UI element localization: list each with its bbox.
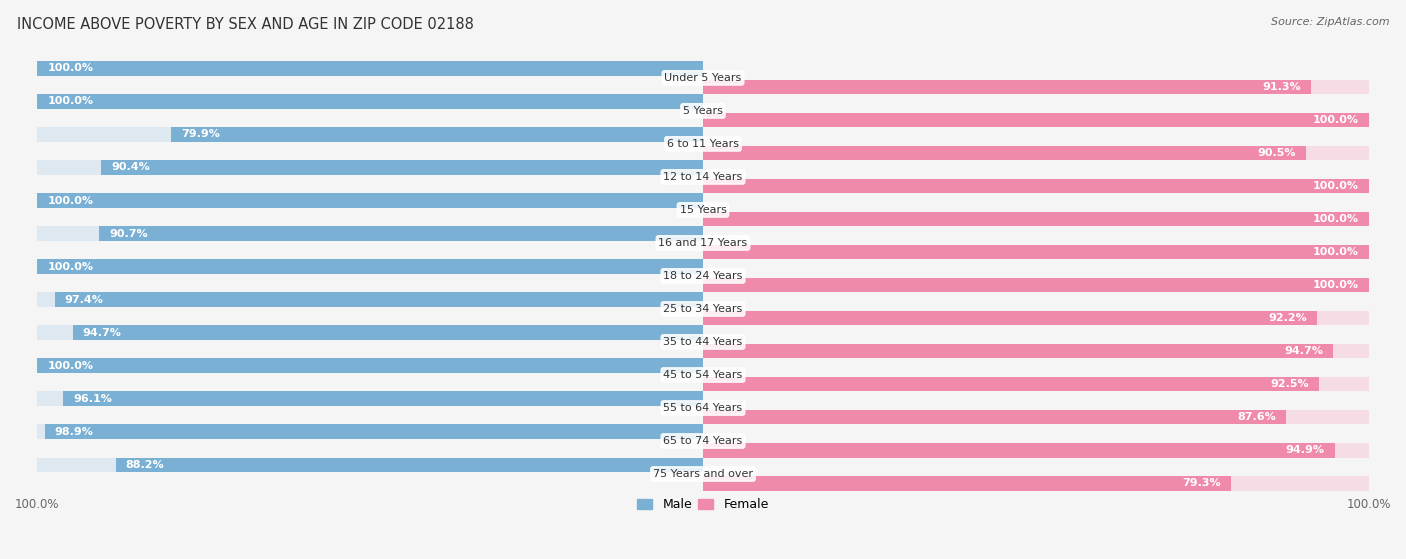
Bar [37, 193, 703, 207]
Bar [37, 325, 703, 340]
Text: Under 5 Years: Under 5 Years [665, 73, 741, 83]
Bar [37, 457, 703, 472]
Bar [703, 344, 1333, 358]
Text: 75 Years and over: 75 Years and over [652, 469, 754, 479]
Text: 35 to 44 Years: 35 to 44 Years [664, 337, 742, 347]
Text: 16 and 17 Years: 16 and 17 Years [658, 238, 748, 248]
Text: INCOME ABOVE POVERTY BY SEX AND AGE IN ZIP CODE 02188: INCOME ABOVE POVERTY BY SEX AND AGE IN Z… [17, 17, 474, 32]
Bar [703, 278, 1369, 292]
Bar [37, 160, 703, 174]
Bar [37, 226, 703, 240]
Bar [703, 146, 1369, 160]
Text: 5 Years: 5 Years [683, 106, 723, 116]
Text: 15 Years: 15 Years [679, 205, 727, 215]
Text: 98.9%: 98.9% [55, 427, 93, 437]
Bar [703, 443, 1369, 457]
Text: 18 to 24 Years: 18 to 24 Years [664, 271, 742, 281]
Bar [37, 259, 703, 273]
Text: Source: ZipAtlas.com: Source: ZipAtlas.com [1271, 17, 1389, 27]
Bar [100, 226, 703, 240]
Text: 100.0%: 100.0% [1313, 214, 1358, 224]
Text: 90.5%: 90.5% [1257, 148, 1295, 158]
Text: 25 to 34 Years: 25 to 34 Years [664, 304, 742, 314]
Text: 100.0%: 100.0% [1313, 247, 1358, 257]
Bar [703, 113, 1369, 127]
Bar [703, 245, 1369, 259]
Text: 100.0%: 100.0% [48, 97, 93, 106]
Bar [37, 292, 703, 307]
Text: 90.4%: 90.4% [111, 163, 150, 173]
Bar [37, 61, 703, 75]
Bar [703, 410, 1286, 424]
Bar [45, 424, 703, 439]
Bar [703, 80, 1310, 94]
Legend: Male, Female: Male, Female [633, 493, 773, 516]
Text: 92.5%: 92.5% [1270, 380, 1309, 390]
Bar [172, 127, 703, 141]
Bar [37, 391, 703, 406]
Bar [703, 245, 1369, 259]
Text: 100.0%: 100.0% [1313, 115, 1358, 125]
Bar [37, 127, 703, 141]
Bar [703, 212, 1369, 226]
Text: 92.2%: 92.2% [1268, 314, 1306, 323]
Bar [703, 113, 1369, 127]
Bar [703, 443, 1334, 457]
Text: 12 to 14 Years: 12 to 14 Years [664, 172, 742, 182]
Text: 65 to 74 Years: 65 to 74 Years [664, 436, 742, 446]
Text: 100.0%: 100.0% [48, 64, 93, 73]
Bar [703, 179, 1369, 193]
Bar [703, 377, 1319, 391]
Bar [703, 311, 1317, 325]
Text: 94.7%: 94.7% [1285, 347, 1323, 357]
Text: 88.2%: 88.2% [125, 459, 165, 470]
Bar [37, 358, 703, 373]
Bar [703, 410, 1369, 424]
Text: 94.9%: 94.9% [1286, 446, 1324, 456]
Bar [115, 457, 703, 472]
Bar [37, 94, 703, 108]
Text: 100.0%: 100.0% [48, 262, 93, 272]
Bar [703, 476, 1369, 490]
Bar [101, 160, 703, 174]
Text: 100.0%: 100.0% [1313, 281, 1358, 290]
Bar [37, 193, 703, 207]
Bar [703, 179, 1369, 193]
Bar [37, 94, 703, 108]
Bar [63, 391, 703, 406]
Text: 100.0%: 100.0% [48, 361, 93, 371]
Text: 87.6%: 87.6% [1237, 413, 1277, 423]
Text: 100.0%: 100.0% [1313, 181, 1358, 191]
Text: 96.1%: 96.1% [73, 394, 112, 404]
Bar [37, 259, 703, 273]
Text: 79.9%: 79.9% [181, 130, 219, 140]
Bar [73, 325, 703, 340]
Bar [703, 80, 1369, 94]
Bar [37, 424, 703, 439]
Text: 6 to 11 Years: 6 to 11 Years [666, 139, 740, 149]
Bar [703, 212, 1369, 226]
Bar [703, 377, 1369, 391]
Text: 45 to 54 Years: 45 to 54 Years [664, 370, 742, 380]
Bar [703, 278, 1369, 292]
Text: 100.0%: 100.0% [48, 196, 93, 206]
Bar [55, 292, 703, 307]
Text: 97.4%: 97.4% [65, 295, 104, 305]
Text: 90.7%: 90.7% [110, 229, 148, 239]
Bar [703, 146, 1306, 160]
Text: 79.3%: 79.3% [1182, 479, 1220, 489]
Text: 94.7%: 94.7% [83, 328, 121, 338]
Bar [37, 61, 703, 75]
Bar [703, 311, 1369, 325]
Text: 55 to 64 Years: 55 to 64 Years [664, 403, 742, 413]
Text: 91.3%: 91.3% [1263, 82, 1301, 92]
Bar [37, 358, 703, 373]
Bar [703, 476, 1230, 490]
Bar [703, 344, 1369, 358]
